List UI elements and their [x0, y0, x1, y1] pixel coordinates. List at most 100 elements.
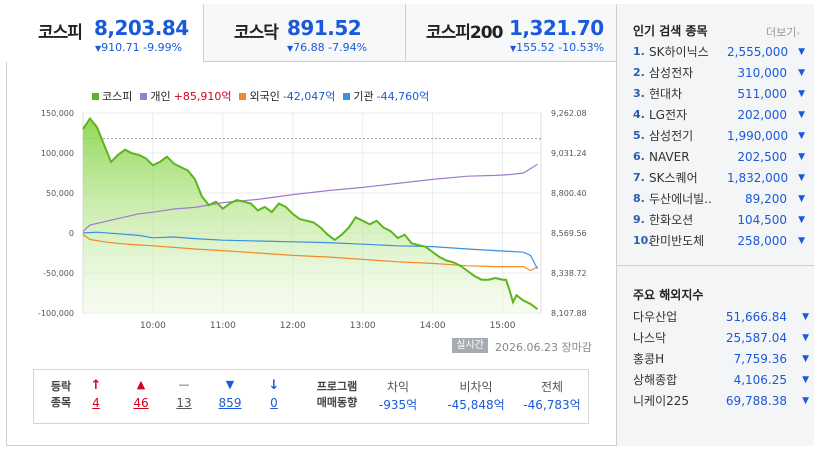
arrow-down-icon: ↓: [268, 378, 280, 393]
popular-item[interactable]: 8. 두산에너빌.. 89,200 ▼: [633, 188, 809, 209]
series-line-2: [82, 234, 538, 272]
stock-price: 511,000: [737, 86, 787, 101]
rank: 3.: [633, 87, 645, 100]
tab-change: ▼910.71 -9.99%: [95, 41, 183, 54]
rank: 5.: [633, 129, 645, 142]
chart-legend: 코스피 개인 +85,910억 외국인 -42,047억 기관 -44,760억: [92, 88, 429, 104]
program-label: 프로그램 매매동향: [316, 380, 358, 409]
popular-item[interactable]: 5. 삼성전기 1,990,000 ▼: [633, 125, 809, 146]
triangle-down-icon: ▼: [510, 44, 517, 53]
index-name: 니케이225: [633, 394, 690, 408]
popular-item[interactable]: 7. SK스퀘어 1,832,000 ▼: [633, 167, 809, 188]
stock-name: SK스퀘어: [649, 171, 698, 185]
stock-price: 1,832,000: [727, 170, 789, 185]
overseas-item[interactable]: 니케이225 69,788.38 ▼: [633, 390, 809, 411]
breadth-item[interactable]: ▼ 859: [218, 378, 242, 410]
popular-item[interactable]: 10. 한미반도체 258,000 ▼: [633, 230, 809, 251]
breadth-count: 46: [133, 396, 149, 410]
arrow-up-icon: ↑: [90, 378, 102, 393]
rank: 1.: [633, 45, 645, 58]
tab-kosdaq[interactable]: 코스닥 891.52 ▼76.88 -7.94%: [204, 4, 406, 62]
triangle-down-icon: ▼: [95, 44, 102, 53]
dash-icon: —: [178, 378, 190, 391]
triangle-down-icon: ▼: [798, 67, 805, 78]
legend-value: -44,760억: [376, 90, 430, 103]
popular-item[interactable]: 6. NAVER 202,500 ▼: [633, 146, 809, 167]
live-badge[interactable]: 실시간: [452, 338, 488, 353]
stock-name: 삼성전자: [649, 66, 694, 80]
x-tick-label: 14:00: [420, 321, 446, 331]
tab-value: 8,203.84: [94, 16, 189, 40]
stock-price: 258,000: [737, 233, 787, 248]
stock-name: 삼성전기: [649, 129, 694, 143]
breadth-item[interactable]: — 13: [172, 378, 196, 410]
market-breadth-box: 등락 종목 ↑ 4 ▲ 46—13 ▼ 859 ↓ 0 프로그램 매매동향 차익 -935억 비차…: [33, 369, 589, 424]
stock-price: 202,500: [737, 149, 787, 164]
stock-price: 89,200: [745, 191, 787, 206]
breadth-count: 0: [270, 396, 278, 410]
overseas-list: 다우산업 51,666.84 ▼ 나스닥 25,587.04 ▼ 홍콩H 7,759.36 ▼ 상…: [633, 306, 809, 411]
left-tick-label: -50,000: [43, 269, 74, 278]
breadth-item[interactable]: ▲ 46: [129, 378, 153, 410]
triangle-down-icon: ▼: [798, 235, 805, 246]
legend-label: 기관: [353, 90, 374, 103]
right-tick-label: 8,800.40: [551, 189, 587, 198]
popular-item[interactable]: 3. 현대차 511,000 ▼: [633, 83, 809, 104]
popular-item[interactable]: 9. 한화오션 104,500 ▼: [633, 209, 809, 230]
index-name: 상해종합: [633, 373, 678, 387]
popular-item[interactable]: 4. LG전자 202,000 ▼: [633, 104, 809, 125]
index-value: 25,587.04: [725, 330, 787, 345]
x-tick-label: 10:00: [140, 321, 166, 331]
tab-kospi200[interactable]: 코스피200 1,321.70 ▼155.52 -10.53%: [406, 4, 616, 62]
triangle-up-icon: ▲: [136, 378, 146, 391]
rank: 2.: [633, 66, 645, 79]
legend-label: 개인: [150, 90, 171, 103]
stock-price: 202,000: [737, 107, 787, 122]
program-value: -45,848억: [447, 398, 505, 412]
left-tick-label: -100,000: [38, 309, 74, 318]
overseas-item[interactable]: 나스닥 25,587.04 ▼: [633, 327, 809, 348]
tab-change: ▼155.52 -10.53%: [510, 41, 605, 54]
legend-value: -42,047억: [282, 90, 336, 103]
left-tick-label: 150,000: [41, 109, 74, 118]
overseas-item[interactable]: 홍콩H 7,759.36 ▼: [633, 348, 809, 369]
triangle-down-icon: ▼: [798, 214, 805, 225]
rank: 8.: [633, 192, 645, 205]
popular-item[interactable]: 1. SK하이닉스 2,555,000 ▼: [633, 41, 809, 62]
program-item: 차익 -935억: [358, 378, 438, 413]
breadth-item[interactable]: ↓ 0: [262, 378, 286, 410]
legend-item: 외국인 -42,047억: [239, 88, 335, 104]
breadth-count: 4: [92, 396, 100, 410]
rank: 6.: [633, 150, 645, 163]
x-tick-label: 15:00: [490, 321, 516, 331]
triangle-down-icon: ▼: [287, 44, 294, 53]
tab-value: 1,321.70: [509, 16, 604, 40]
legend-swatch: [140, 92, 148, 100]
program-item: 비차익 -45,848억: [436, 378, 516, 413]
popular-list: 1. SK하이닉스 2,555,000 ▼ 2. 삼성전자 310,000 ▼ 3. 현대차 511…: [633, 41, 809, 251]
x-tick-label: 11:00: [210, 321, 236, 331]
series-line-1: [82, 163, 538, 232]
overseas-item[interactable]: 다우산업 51,666.84 ▼: [633, 306, 809, 327]
more-link[interactable]: 더보기›: [766, 26, 800, 39]
tab-name: 코스피: [38, 23, 83, 43]
overseas-item[interactable]: 상해종합 4,106.25 ▼: [633, 369, 809, 390]
breadth-count: 859: [218, 396, 242, 410]
legend-swatch: [92, 92, 99, 100]
tab-kospi[interactable]: 코스피 8,203.84 ▼910.71 -9.99%: [6, 4, 204, 62]
series-line-3: [82, 231, 539, 270]
popular-item[interactable]: 2. 삼성전자 310,000 ▼: [633, 62, 809, 83]
triangle-down-icon: ▼: [802, 332, 809, 343]
program-header: 전체: [540, 380, 564, 394]
legend-label: 코스피: [102, 90, 133, 103]
stock-price: 310,000: [737, 65, 787, 80]
stock-name: NAVER: [649, 149, 690, 164]
legend-label: 외국인: [249, 90, 280, 103]
index-value: 69,788.38: [725, 393, 787, 408]
stock-name: 현대차: [649, 87, 683, 101]
status-date: 2026.06.23 장마감: [495, 341, 592, 354]
breadth-item[interactable]: ↑ 4: [84, 378, 108, 410]
legend-item: 개인 +85,910억: [140, 88, 231, 104]
index-name: 홍콩H: [633, 352, 665, 366]
